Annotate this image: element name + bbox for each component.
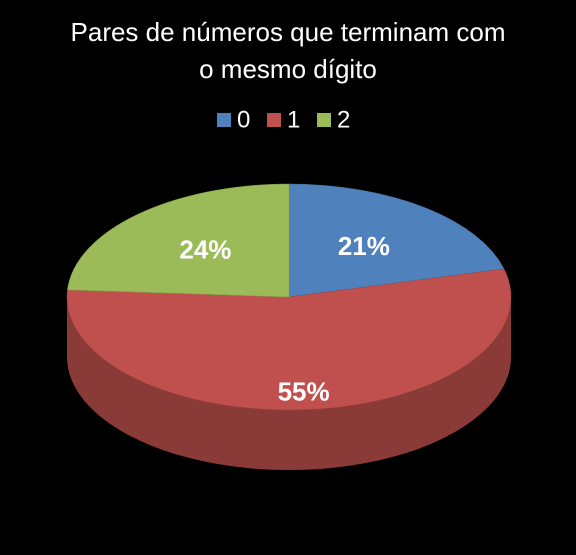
pie-side	[67, 297, 511, 470]
pie-sides	[67, 297, 511, 470]
data-label: 55%	[278, 377, 330, 407]
pie-slice	[66, 268, 512, 411]
data-label: 21%	[338, 231, 390, 261]
pie-slice	[67, 183, 290, 298]
legend-label: 2	[337, 106, 350, 133]
legend-label: 0	[237, 106, 250, 133]
legend-swatch	[317, 113, 331, 127]
data-label: 24%	[179, 235, 231, 265]
legend-swatch	[267, 113, 281, 127]
legend-swatch	[217, 113, 231, 127]
chart-title: Pares de números que terminam com o mesm…	[70, 17, 506, 84]
legend-label: 1	[287, 106, 300, 133]
pie-slice	[288, 183, 505, 298]
